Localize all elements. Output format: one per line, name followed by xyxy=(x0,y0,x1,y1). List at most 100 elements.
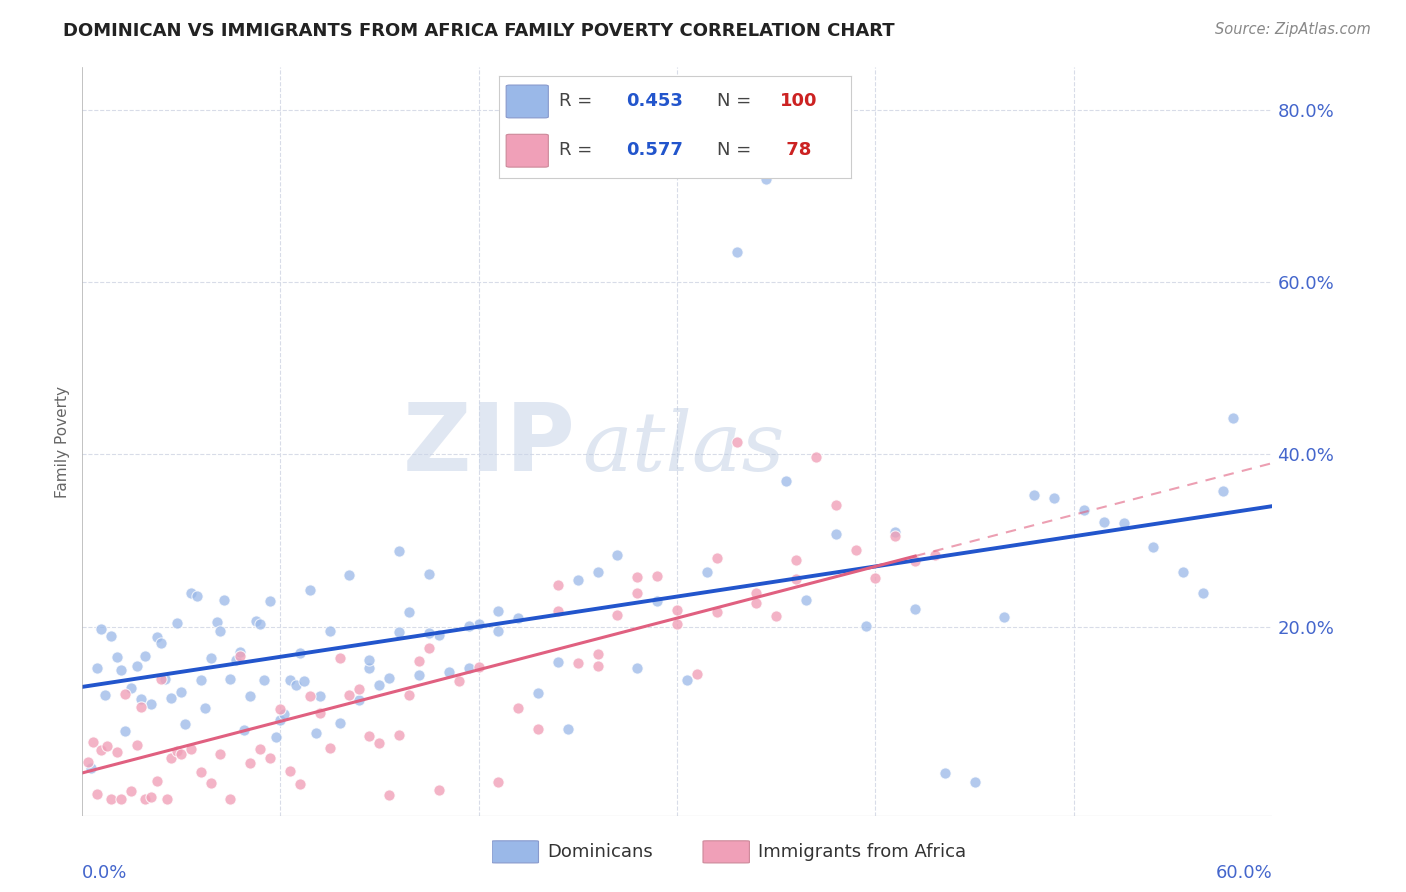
Point xyxy=(824,498,846,512)
Point xyxy=(239,756,262,770)
Text: 0.0%: 0.0% xyxy=(82,863,127,881)
Point xyxy=(1142,540,1164,554)
Point xyxy=(80,761,103,775)
Point xyxy=(110,663,132,677)
Point xyxy=(418,625,440,640)
Point xyxy=(645,593,668,607)
Point xyxy=(527,722,550,736)
Point xyxy=(100,792,122,806)
Point xyxy=(626,661,648,675)
Point xyxy=(686,666,709,681)
Point xyxy=(1222,411,1244,425)
Point xyxy=(963,774,986,789)
Point xyxy=(127,659,149,673)
Point xyxy=(359,653,381,667)
Point xyxy=(557,722,579,736)
Point xyxy=(160,691,183,706)
Point xyxy=(706,605,728,619)
Point xyxy=(105,650,128,665)
Point xyxy=(408,668,430,682)
Point xyxy=(467,659,489,673)
Point xyxy=(1212,484,1234,499)
Text: DOMINICAN VS IMMIGRANTS FROM AFRICA FAMILY POVERTY CORRELATION CHART: DOMINICAN VS IMMIGRANTS FROM AFRICA FAMI… xyxy=(63,22,894,40)
Point xyxy=(993,610,1015,624)
Text: 0.453: 0.453 xyxy=(626,93,682,111)
Point xyxy=(745,596,768,610)
Point xyxy=(149,636,172,650)
Point xyxy=(253,673,276,687)
Point xyxy=(368,678,391,692)
Point xyxy=(170,747,193,762)
Point xyxy=(214,593,236,607)
Text: N =: N = xyxy=(717,93,756,111)
Point xyxy=(586,565,609,579)
Point xyxy=(186,589,208,603)
Point xyxy=(200,651,222,665)
Point xyxy=(100,629,122,643)
Point xyxy=(606,608,628,623)
Point xyxy=(1192,585,1215,599)
Point xyxy=(1112,516,1135,530)
Point xyxy=(305,725,328,739)
Point xyxy=(205,615,228,629)
Point xyxy=(273,706,295,721)
Point xyxy=(190,765,212,780)
Point xyxy=(90,743,112,757)
Point xyxy=(120,681,142,696)
Point xyxy=(418,566,440,581)
Point xyxy=(127,739,149,753)
Point xyxy=(706,550,728,565)
Point xyxy=(676,673,699,687)
Point xyxy=(378,788,401,802)
Point xyxy=(666,617,689,632)
Point xyxy=(884,525,907,540)
Point xyxy=(794,593,817,607)
Point xyxy=(308,706,330,720)
Point xyxy=(486,624,509,638)
Text: Immigrants from Africa: Immigrants from Africa xyxy=(758,843,966,861)
Point xyxy=(229,648,252,663)
Point xyxy=(508,700,530,714)
Point xyxy=(606,548,628,562)
Point xyxy=(645,569,668,583)
Text: Dominicans: Dominicans xyxy=(547,843,652,861)
Point xyxy=(245,614,267,628)
Text: R =: R = xyxy=(560,93,598,111)
Text: R =: R = xyxy=(560,141,598,159)
Point xyxy=(924,548,946,562)
Point xyxy=(129,700,152,714)
Point xyxy=(249,616,271,631)
Point xyxy=(219,672,242,686)
Point xyxy=(388,728,411,742)
Point xyxy=(745,586,768,600)
Point xyxy=(200,776,222,790)
Point xyxy=(288,646,311,660)
Point xyxy=(278,764,301,779)
Point xyxy=(785,553,807,567)
Point xyxy=(785,572,807,586)
Point xyxy=(437,665,460,679)
Point xyxy=(1092,515,1115,529)
Point xyxy=(1073,503,1095,517)
Point xyxy=(114,723,136,738)
Point xyxy=(845,543,868,558)
Text: N =: N = xyxy=(717,141,756,159)
Text: 100: 100 xyxy=(780,93,818,111)
Point xyxy=(527,686,550,700)
Point xyxy=(934,766,956,780)
Point xyxy=(1043,491,1066,505)
Point xyxy=(129,692,152,706)
Point xyxy=(149,673,172,687)
Text: 78: 78 xyxy=(780,141,811,159)
Point xyxy=(547,655,569,669)
Point xyxy=(904,554,927,568)
Point xyxy=(156,792,179,806)
Point xyxy=(269,713,291,727)
FancyBboxPatch shape xyxy=(506,85,548,118)
Point xyxy=(765,608,787,623)
Point xyxy=(427,628,450,642)
Point xyxy=(114,687,136,701)
Text: 60.0%: 60.0% xyxy=(1216,863,1272,881)
Point xyxy=(904,602,927,616)
Point xyxy=(486,774,509,789)
